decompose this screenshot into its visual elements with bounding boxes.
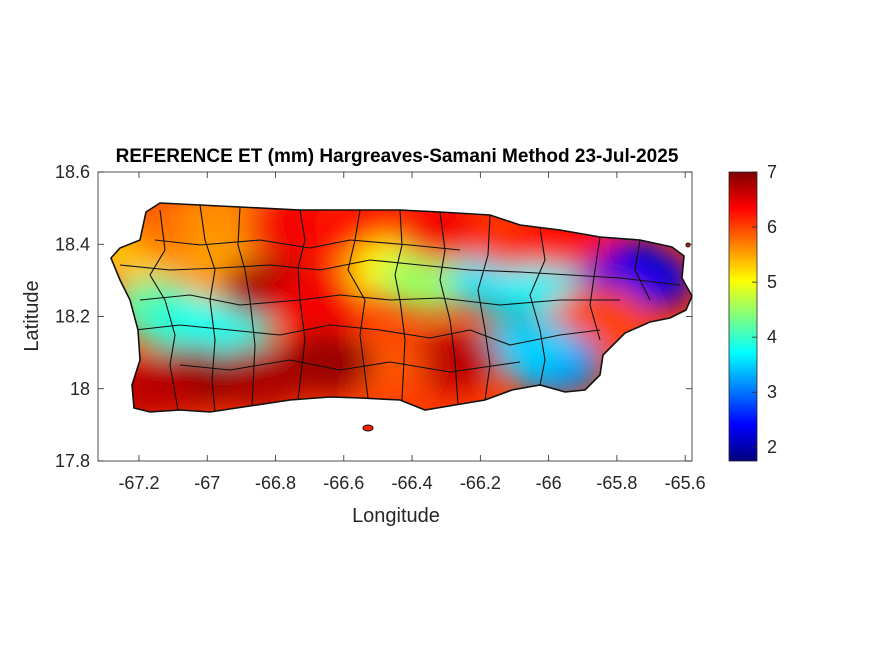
colorbar-tick-label-1: 3 (767, 382, 777, 402)
y-tick-label-4: 18.6 (55, 162, 90, 182)
et-region-20 (405, 327, 502, 392)
y-tick-label-0: 17.8 (55, 451, 90, 471)
colorbar-tick-label-0: 2 (767, 437, 777, 457)
colorbar (728, 171, 758, 462)
et-region-12 (381, 248, 478, 313)
x-tick-label-3: -66.6 (323, 473, 364, 493)
x-tick-label-8: -65.6 (665, 473, 706, 493)
x-tick-label-0: -67.2 (118, 473, 159, 493)
y-tick-label-1: 18 (70, 379, 90, 399)
islet-caja-de-muertos (362, 424, 374, 432)
x-axis: -67.2 -67 -66.8 -66.6 -66.4 -66.2 -66 -65.8 -65.… (118, 172, 706, 493)
islet-east (685, 242, 691, 248)
x-tick-label-7: -65.8 (596, 473, 637, 493)
colorbar-tick-label-4: 6 (767, 217, 777, 237)
x-tick-label-6: -66 (536, 473, 562, 493)
x-tick-label-2: -66.8 (255, 473, 296, 493)
y-axis: 17.8 18 18.2 18.4 18.6 (55, 162, 692, 471)
municipality-boundaries (119, 204, 681, 412)
et-region-23 (210, 345, 307, 410)
x-axis-label: Longitude (352, 505, 440, 527)
colorbar-tick-label-5: 7 (767, 162, 777, 182)
chart-title: REFERENCE ET (mm) Hargreaves-Samani Meth… (116, 146, 679, 167)
colorbar-tick-label-3: 5 (767, 272, 777, 292)
colorbar-ticks: 2 3 4 5 6 7 (752, 162, 777, 457)
y-tick-label-2: 18.2 (55, 307, 90, 327)
y-axis-label: Latitude (21, 280, 43, 351)
x-tick-label-4: -66.4 (392, 473, 433, 493)
et-region-8 (268, 270, 365, 335)
colorbar-tick-label-2: 4 (767, 327, 777, 347)
x-tick-label-1: -67 (194, 473, 220, 493)
y-tick-label-3: 18.4 (55, 234, 90, 254)
x-tick-label-5: -66.2 (460, 473, 501, 493)
